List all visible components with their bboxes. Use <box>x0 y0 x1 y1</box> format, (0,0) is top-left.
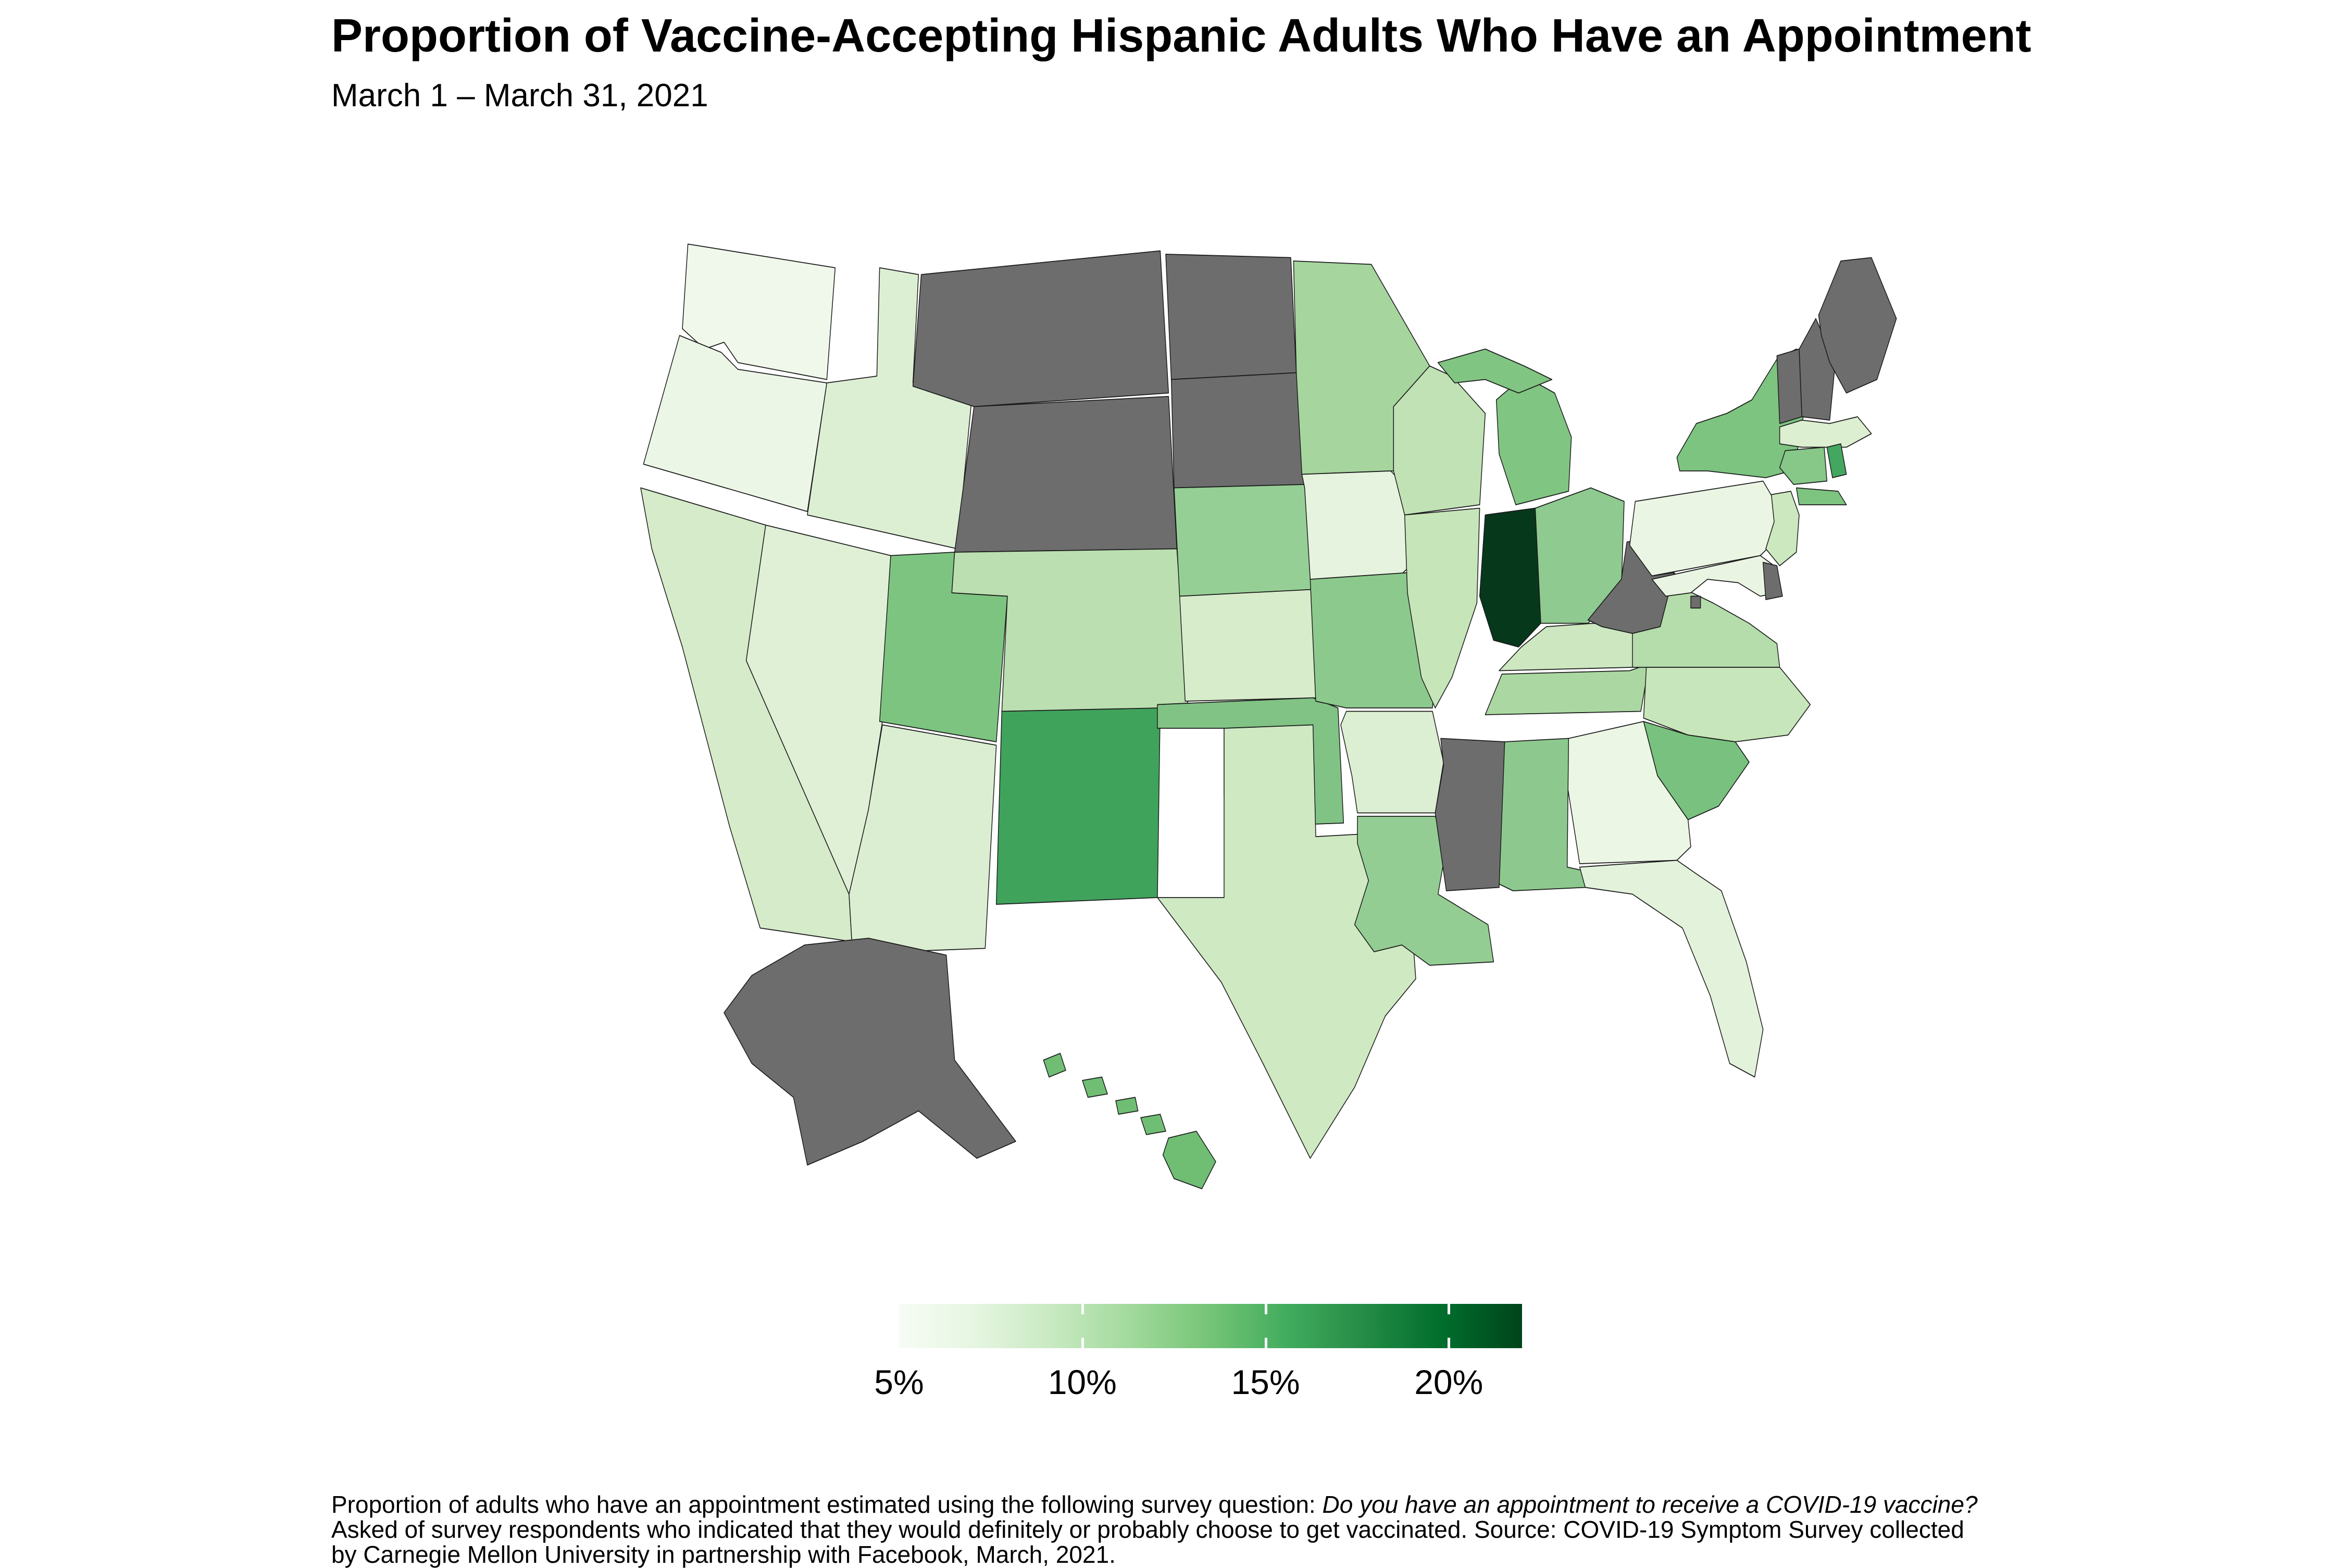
legend-tick-mark <box>1448 1338 1451 1348</box>
legend-tick-label: 20% <box>1414 1363 1483 1401</box>
state-hawaii-molokai <box>1115 1097 1139 1115</box>
state-new-york-long-island <box>1796 487 1847 505</box>
state-washington <box>682 243 836 380</box>
state-florida <box>1579 860 1764 1078</box>
legend-tick-label: 5% <box>874 1363 924 1401</box>
legend-tick-label: 10% <box>1048 1363 1117 1401</box>
footnote-line3: by Carnegie Mellon University in partner… <box>331 1541 1116 1568</box>
state-arkansas <box>1340 711 1444 814</box>
state-rhode-island <box>1826 443 1847 478</box>
state-maine <box>1818 257 1897 394</box>
state-south-dakota <box>1170 372 1305 489</box>
state-kansas <box>1179 589 1319 702</box>
legend-tick-mark <box>1264 1304 1267 1314</box>
state-massachusetts <box>1779 416 1872 448</box>
footnote-line1: Proportion of adults who have an appoint… <box>331 1491 1323 1518</box>
state-hawaii-oahu <box>1082 1076 1108 1098</box>
state-texas <box>1157 724 1416 1159</box>
legend-tick-mark <box>1081 1338 1084 1348</box>
state-tennessee <box>1485 663 1650 715</box>
state-alaska <box>724 938 1016 1166</box>
state-hawaii-big-island <box>1162 1130 1216 1189</box>
legend-colorbar <box>899 1304 1522 1348</box>
footnote-line2: Asked of survey respondents who indicate… <box>331 1516 1964 1543</box>
state-michigan-lower <box>1495 376 1572 505</box>
state-delaware <box>1762 562 1783 600</box>
footnote: Proportion of adults who have an appoint… <box>331 1492 2248 1567</box>
legend-tick-mark <box>1448 1304 1451 1314</box>
state-wyoming <box>954 396 1178 553</box>
legend-tick-mark <box>1264 1338 1267 1348</box>
state-michigan-upper <box>1437 349 1553 394</box>
page-title: Proportion of Vaccine-Accepting Hispanic… <box>331 10 2031 62</box>
state-new-jersey <box>1765 491 1800 566</box>
state-wisconsin <box>1393 365 1486 516</box>
footnote-line1-italic: Do you have an appointment to receive a … <box>1322 1491 1978 1518</box>
state-north-dakota <box>1165 254 1297 380</box>
state-district-of-columbia <box>1690 595 1701 609</box>
state-new-mexico <box>995 707 1161 905</box>
state-nebraska <box>1174 484 1319 597</box>
state-hawaii-kauai <box>1043 1053 1066 1078</box>
state-indiana <box>1479 507 1541 648</box>
state-maryland <box>1651 555 1778 597</box>
page-subtitle: March 1 – March 31, 2021 <box>331 78 708 114</box>
state-connecticut <box>1779 446 1828 485</box>
state-north-carolina <box>1643 667 1811 742</box>
state-georgia <box>1565 721 1691 864</box>
state-hawaii-maui <box>1140 1114 1166 1135</box>
state-montana <box>912 250 1169 407</box>
state-vermont <box>1776 349 1803 424</box>
legend-tick-label: 15% <box>1231 1363 1300 1401</box>
state-illinois <box>1404 507 1480 708</box>
us-choropleth-map <box>640 243 1897 1189</box>
legend-tick-mark <box>1081 1304 1084 1314</box>
state-mississippi <box>1435 738 1505 891</box>
state-iowa <box>1301 470 1414 580</box>
